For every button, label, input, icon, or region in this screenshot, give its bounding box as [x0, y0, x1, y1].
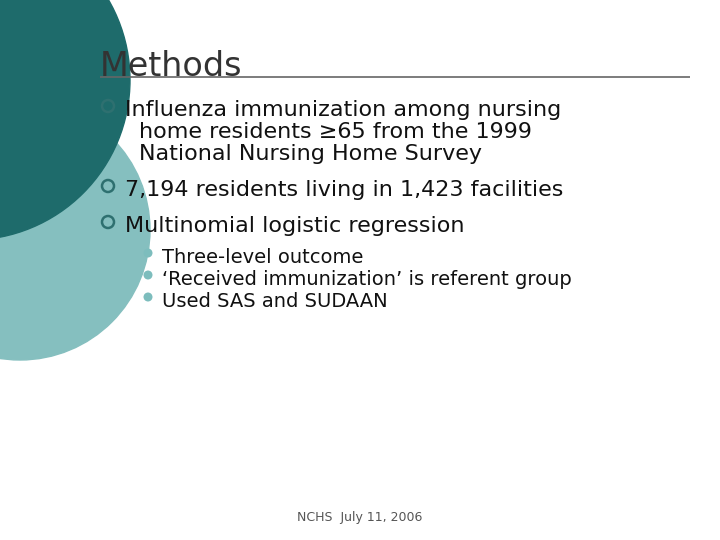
Text: Methods: Methods: [100, 50, 243, 83]
Circle shape: [143, 271, 153, 280]
Text: National Nursing Home Survey: National Nursing Home Survey: [139, 144, 482, 164]
Text: Three-level outcome: Three-level outcome: [162, 248, 364, 267]
Text: home residents ≥65 from the 1999: home residents ≥65 from the 1999: [139, 122, 532, 142]
Circle shape: [143, 293, 153, 301]
Text: NCHS  July 11, 2006: NCHS July 11, 2006: [297, 511, 423, 524]
Text: Influenza immunization among nursing: Influenza immunization among nursing: [125, 100, 562, 120]
Circle shape: [0, 0, 130, 240]
Circle shape: [0, 100, 150, 360]
Text: 7,194 residents living in 1,423 facilities: 7,194 residents living in 1,423 faciliti…: [125, 180, 563, 200]
Text: Multinomial logistic regression: Multinomial logistic regression: [125, 216, 464, 236]
Text: ‘Received immunization’ is referent group: ‘Received immunization’ is referent grou…: [162, 270, 572, 289]
Text: Used SAS and SUDAAN: Used SAS and SUDAAN: [162, 292, 387, 311]
Circle shape: [143, 248, 153, 258]
